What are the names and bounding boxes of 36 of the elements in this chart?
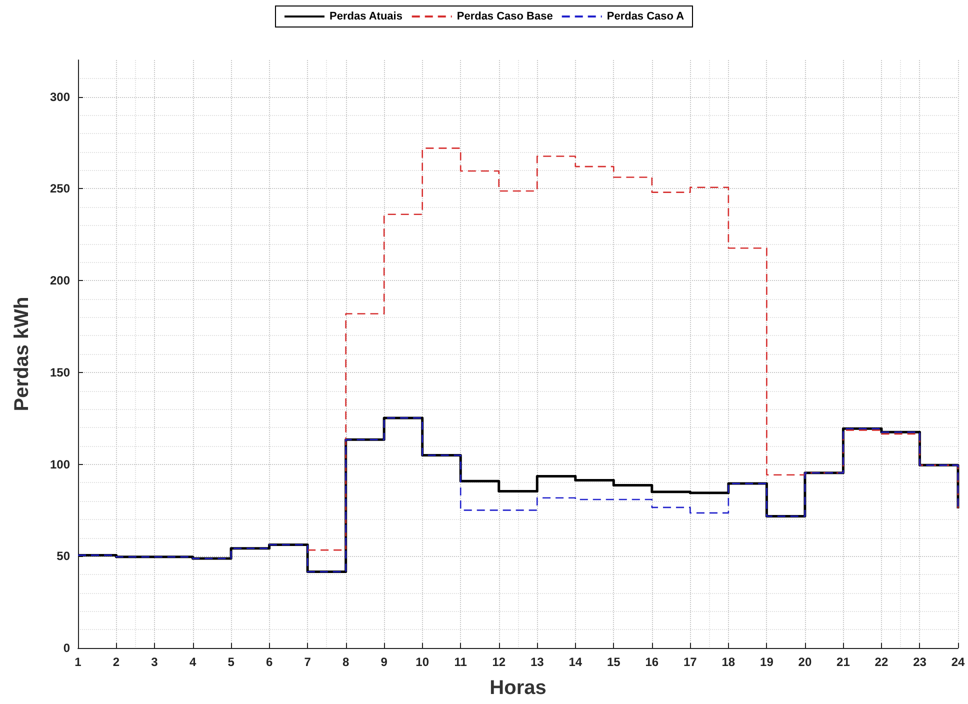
y-tick-label: 0 <box>63 641 70 655</box>
x-tick-label: 24 <box>951 655 965 669</box>
x-tick-label: 23 <box>913 655 927 669</box>
x-tick-label: 15 <box>606 655 621 669</box>
x-tick-label: 5 <box>228 655 235 669</box>
x-tick-label: 12 <box>492 655 506 669</box>
x-tick-label: 9 <box>380 655 388 669</box>
y-tick-label: 200 <box>50 274 70 288</box>
x-tick-label: 14 <box>568 655 582 669</box>
x-tick-label: 17 <box>683 655 698 669</box>
y-axis-title: Perdas kWh <box>11 296 33 412</box>
x-tick-label: 16 <box>645 655 659 669</box>
x-tick-label: 1 <box>74 655 82 669</box>
y-tick-label: 300 <box>50 90 70 104</box>
x-tick-label: 7 <box>304 655 312 669</box>
x-tick-label: 10 <box>416 655 430 669</box>
x-tick-label: 13 <box>530 655 544 669</box>
y-tick-label: 250 <box>50 182 70 196</box>
x-tick-label: 3 <box>151 655 158 669</box>
legend-label: Perdas Caso A <box>606 10 684 22</box>
x-tick-label: 8 <box>342 655 350 669</box>
x-tick-label: 22 <box>874 655 888 669</box>
y-tick-label: 150 <box>50 365 70 380</box>
x-tick-label: 4 <box>189 655 196 669</box>
x-tick-label: 11 <box>454 655 468 669</box>
x-tick-label: 18 <box>722 655 736 669</box>
x-tick-label: 20 <box>798 655 812 669</box>
x-axis-title: Horas <box>490 677 546 699</box>
legend-label: Perdas Caso Base <box>456 10 553 22</box>
legend-label: Perdas Atuais <box>329 10 402 22</box>
x-tick-label: 2 <box>112 655 120 669</box>
x-tick-label: 6 <box>266 655 273 669</box>
y-tick-label: 50 <box>56 549 70 564</box>
y-tick-label: 100 <box>50 457 70 472</box>
x-tick-label: 19 <box>760 655 774 669</box>
x-tick-label: 21 <box>836 655 850 669</box>
